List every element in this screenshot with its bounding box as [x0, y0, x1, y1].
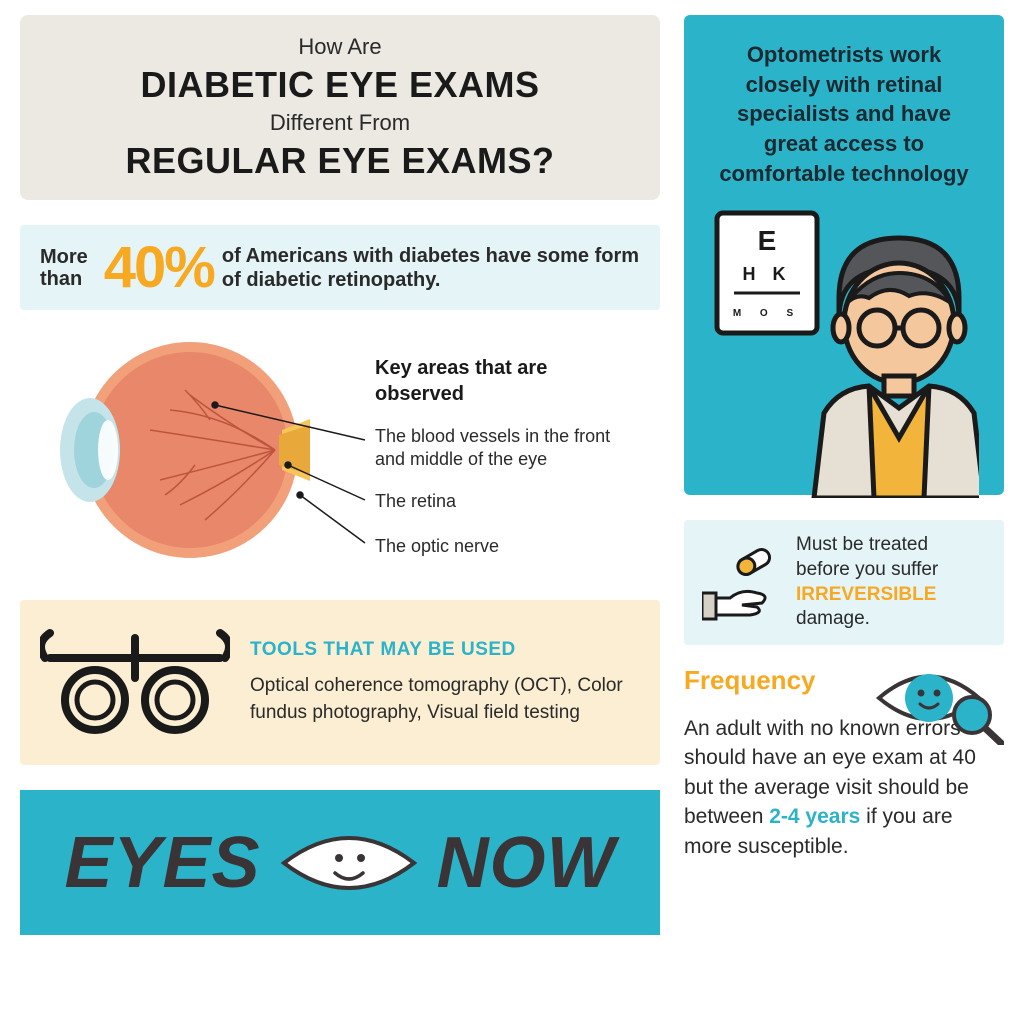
stat-prefix: Morethan — [40, 246, 88, 290]
eye-anatomy-panel: Key areas that are observed The blood ve… — [20, 325, 660, 585]
tools-body: Optical coherence tomography (OCT), Colo… — [250, 673, 640, 726]
frequency-emphasis: 2-4 years — [769, 805, 860, 828]
anatomy-item-3: The optic nerve — [375, 535, 645, 558]
logo-word-now: NOW — [437, 822, 616, 904]
title-line1: How Are — [298, 34, 381, 60]
treatment-panel: Must be treated before you suffer IRREVE… — [684, 520, 1004, 645]
svg-text:H K: H K — [743, 264, 792, 284]
pill-hand-icon — [702, 543, 782, 623]
logo-word-eyes: EYES — [64, 822, 260, 904]
treatment-text: Must be treated before you suffer IRREVE… — [796, 533, 986, 632]
frequency-panel: Frequency An adult with no known errors … — [684, 665, 1004, 985]
anatomy-heading: Key areas that are observed — [375, 355, 635, 407]
title-panel: How Are DIABETIC EYE EXAMS Different Fro… — [20, 15, 660, 200]
optometrist-panel: Optometrists work closely with retinal s… — [684, 15, 1004, 495]
title-line2: DIABETIC EYE EXAMS — [140, 64, 539, 106]
treatment-prefix: Must be treated before you suffer — [796, 534, 938, 580]
logo-eye-icon — [279, 823, 419, 903]
treatment-emphasis: IRREVERSIBLE — [796, 584, 936, 605]
svg-text:M O S: M O S — [733, 308, 801, 319]
phoropter-glasses-icon — [40, 628, 230, 738]
tools-panel: TOOLS THAT MAY BE USED Optical coherence… — [20, 600, 660, 765]
anatomy-item-1: The blood vessels in the front and middl… — [375, 425, 645, 472]
optometrist-illustration: E H K M O S — [709, 208, 979, 498]
svg-text:E: E — [758, 225, 777, 256]
eye-magnifier-icon — [874, 660, 1004, 745]
tools-heading: TOOLS THAT MAY BE USED — [250, 639, 640, 661]
stat-suffix: of Americans with diabetes have some for… — [222, 244, 640, 292]
treatment-suffix: damage. — [796, 608, 870, 629]
title-line4: REGULAR EYE EXAMS? — [125, 140, 554, 182]
logo-banner: EYES NOW — [20, 790, 660, 935]
optometrist-text: Optometrists work closely with retinal s… — [709, 40, 979, 188]
stat-percent: 40% — [104, 234, 214, 301]
title-line3: Different From — [270, 110, 410, 136]
stat-panel: Morethan 40% of Americans with diabetes … — [20, 225, 660, 310]
anatomy-item-2: The retina — [375, 490, 645, 513]
